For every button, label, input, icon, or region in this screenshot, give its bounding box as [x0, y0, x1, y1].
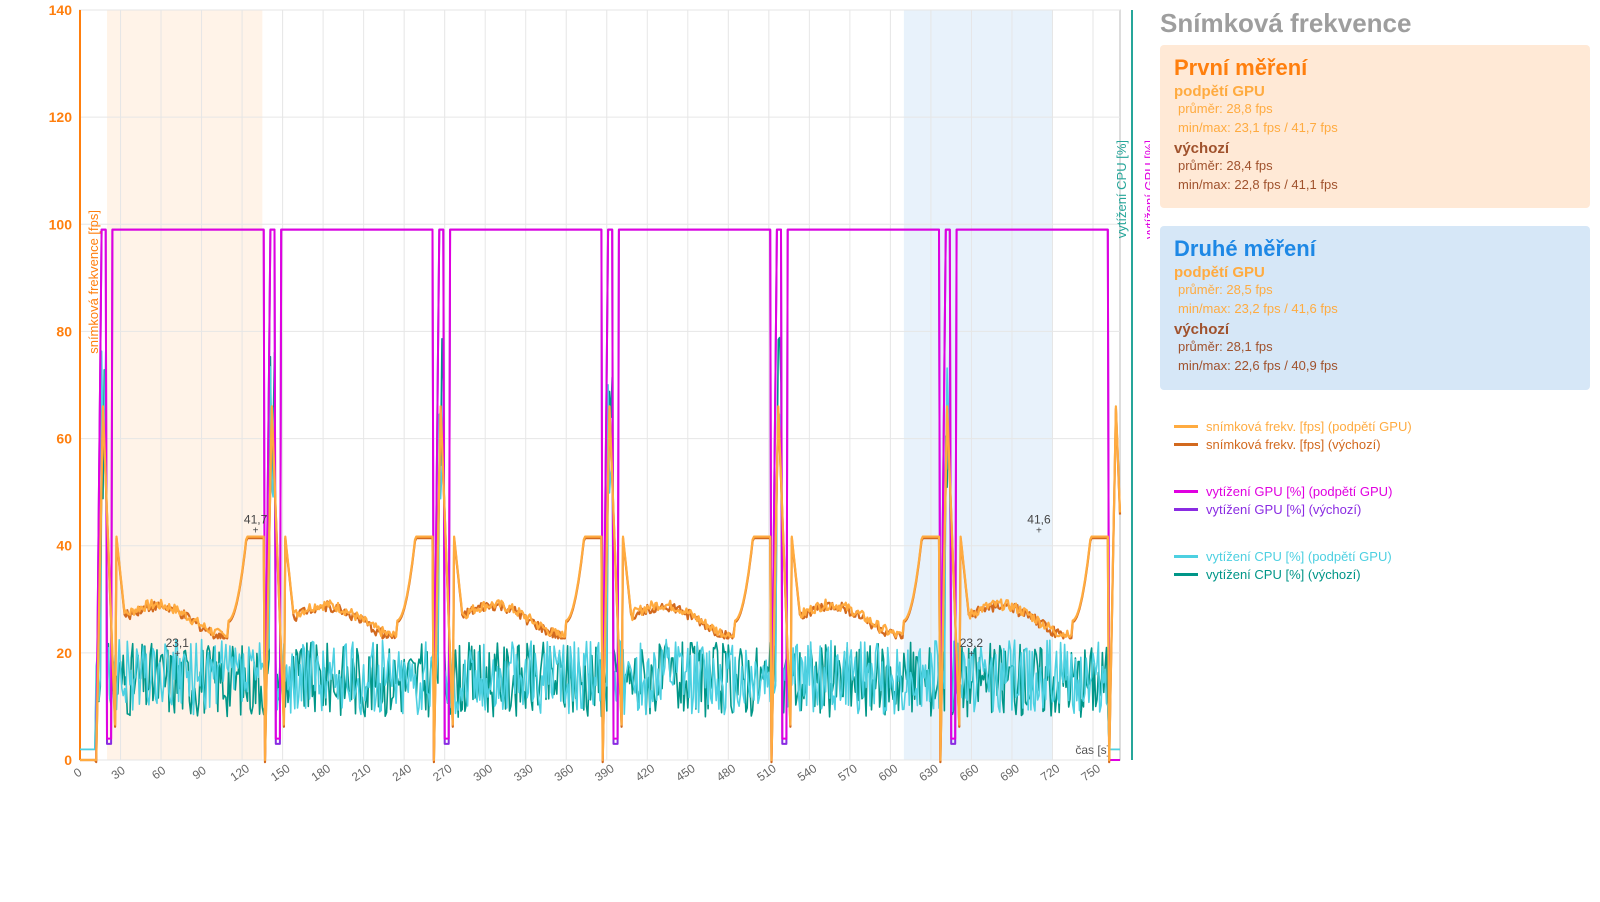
svg-text:480: 480 [714, 761, 739, 784]
svg-text:+: + [174, 649, 180, 660]
svg-text:540: 540 [795, 761, 820, 784]
svg-text:60: 60 [56, 431, 72, 447]
legend-swatch [1174, 425, 1198, 428]
svg-text:240: 240 [390, 761, 415, 784]
svg-text:+: + [969, 649, 975, 660]
legend-item: snímková frekv. [fps] (výchozí) [1174, 437, 1576, 452]
svg-text:+: + [1036, 526, 1042, 537]
svg-text:0: 0 [64, 752, 72, 768]
stat-line: min/max: 22,8 fps / 41,1 fps [1178, 176, 1576, 195]
legend-swatch [1174, 555, 1198, 558]
svg-text:vytížení CPU [%]: vytížení CPU [%] [1114, 140, 1129, 238]
stat-line: průměr: 28,1 fps [1178, 338, 1576, 357]
legend-label: vytížení CPU [%] (výchozí) [1206, 567, 1361, 582]
measurement-panel-0: První měřenípodpětí GPUprůměr: 28,8 fpsm… [1160, 45, 1590, 208]
legend-label: vytížení CPU [%] (podpětí GPU) [1206, 549, 1392, 564]
svg-text:23,1: 23,1 [166, 636, 190, 650]
stat-line: průměr: 28,4 fps [1178, 157, 1576, 176]
stat-line: min/max: 23,1 fps / 41,7 fps [1178, 119, 1576, 138]
svg-text:100: 100 [49, 216, 73, 232]
panel-title: Druhé měření [1174, 236, 1576, 262]
svg-text:30: 30 [109, 763, 128, 782]
panel-title: První měření [1174, 55, 1576, 81]
legend-item: vytížení GPU [%] (podpětí GPU) [1174, 484, 1576, 499]
svg-text:čas [s]: čas [s] [1075, 743, 1110, 757]
svg-text:330: 330 [511, 761, 536, 784]
svg-text:vytížení GPU [%]: vytížení GPU [%] [1142, 140, 1150, 239]
legend-swatch [1174, 443, 1198, 446]
group-label: podpětí GPU [1174, 264, 1576, 281]
svg-text:570: 570 [835, 761, 860, 784]
svg-text:120: 120 [49, 109, 73, 125]
svg-text:390: 390 [592, 761, 617, 784]
svg-text:20: 20 [56, 645, 72, 661]
svg-text:0: 0 [71, 765, 85, 780]
stat-line: min/max: 23,2 fps / 41,6 fps [1178, 300, 1576, 319]
legend-label: snímková frekv. [fps] (podpětí GPU) [1206, 419, 1412, 434]
side-panel: Snímková frekvence První měření podpětí G… [1160, 8, 1590, 593]
svg-text:750: 750 [1078, 761, 1103, 784]
svg-text:300: 300 [471, 761, 496, 784]
svg-text:80: 80 [56, 323, 72, 339]
svg-text:660: 660 [957, 761, 982, 784]
legend-swatch [1174, 573, 1198, 576]
svg-text:snímková frekvence [fps]: snímková frekvence [fps] [86, 210, 101, 354]
svg-text:450: 450 [673, 761, 698, 784]
svg-text:140: 140 [49, 2, 73, 18]
svg-text:360: 360 [552, 761, 577, 784]
svg-text:23,2: 23,2 [960, 636, 984, 650]
stat-line: průměr: 28,8 fps [1178, 100, 1576, 119]
svg-text:150: 150 [268, 761, 293, 784]
svg-text:40: 40 [56, 538, 72, 554]
legend-item: snímková frekv. [fps] (podpětí GPU) [1174, 419, 1576, 434]
legend: snímková frekv. [fps] (podpětí GPU) snímk… [1160, 408, 1590, 593]
legend-item: vytížení GPU [%] (výchozí) [1174, 502, 1576, 517]
svg-text:+: + [253, 526, 259, 537]
main-chart: 0 30 60 90 120 150 180 210 240 270 300 330 360 390 420… [0, 0, 1150, 820]
svg-text:41,6: 41,6 [1027, 513, 1051, 527]
stat-line: průměr: 28,5 fps [1178, 281, 1576, 300]
svg-text:270: 270 [430, 761, 455, 784]
svg-text:690: 690 [997, 761, 1022, 784]
legend-swatch [1174, 490, 1198, 493]
svg-text:600: 600 [876, 761, 901, 784]
svg-text:510: 510 [754, 761, 779, 784]
svg-text:90: 90 [190, 763, 209, 782]
group-label: výchozí [1174, 321, 1576, 338]
legend-label: snímková frekv. [fps] (výchozí) [1206, 437, 1381, 452]
legend-item: vytížení CPU [%] (podpětí GPU) [1174, 549, 1576, 564]
svg-text:420: 420 [633, 761, 658, 784]
group-label: výchozí [1174, 140, 1576, 157]
page-title: Snímková frekvence [1160, 8, 1590, 39]
svg-text:720: 720 [1038, 761, 1063, 784]
legend-label: vytížení GPU [%] (podpětí GPU) [1206, 484, 1392, 499]
legend-item: vytížení CPU [%] (výchozí) [1174, 567, 1576, 582]
measurement-panel-1: Druhé měřenípodpětí GPUprůměr: 28,5 fpsm… [1160, 226, 1590, 389]
legend-label: vytížení GPU [%] (výchozí) [1206, 502, 1361, 517]
legend-swatch [1174, 508, 1198, 511]
svg-text:41,7: 41,7 [244, 513, 268, 527]
svg-text:60: 60 [149, 763, 168, 782]
svg-text:120: 120 [228, 761, 253, 784]
svg-text:210: 210 [349, 761, 374, 784]
group-label: podpětí GPU [1174, 83, 1576, 100]
stat-line: min/max: 22,6 fps / 40,9 fps [1178, 357, 1576, 376]
svg-text:630: 630 [916, 761, 941, 784]
svg-text:180: 180 [309, 761, 334, 784]
